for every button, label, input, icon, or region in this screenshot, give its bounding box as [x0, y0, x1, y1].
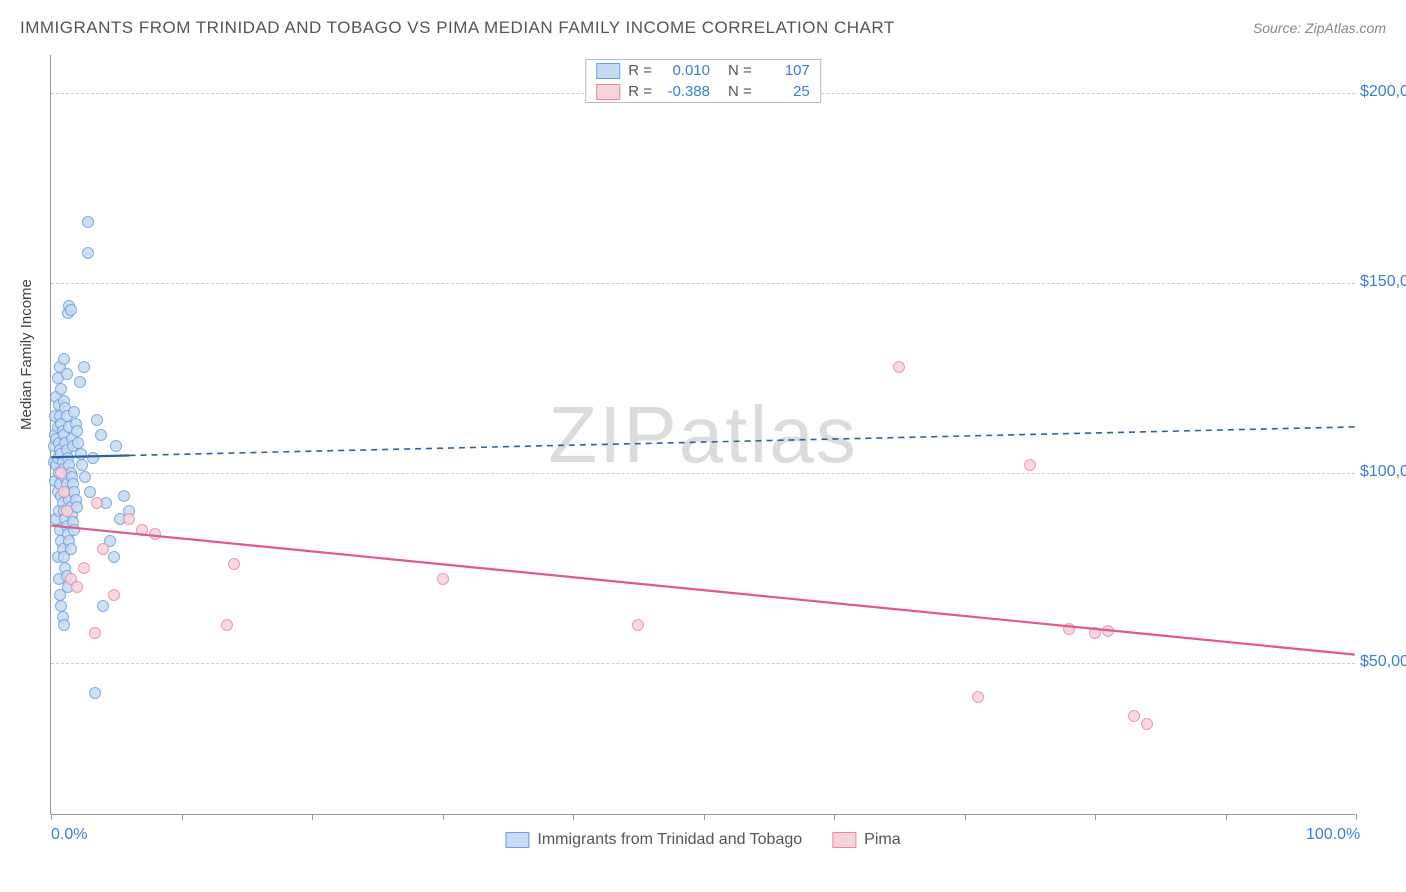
data-point [79, 471, 91, 483]
x-tick-mark [573, 814, 574, 820]
legend-row: R = 0.010 N = 107 [586, 60, 820, 81]
data-point [632, 619, 644, 631]
data-point [221, 619, 233, 631]
y-tick-label: $50,000 [1360, 653, 1406, 671]
correlation-legend: R = 0.010 N = 107 R = -0.388 N = 25 [585, 59, 821, 103]
r-label: R = [628, 62, 652, 79]
data-point [75, 448, 87, 460]
x-tick-mark [965, 814, 966, 820]
data-point [108, 551, 120, 563]
x-tick-mark [443, 814, 444, 820]
data-point [228, 558, 240, 570]
data-point [82, 216, 94, 228]
scatter-chart: ZIPatlas R =0.010N =107R =-0.388N =25 Im… [50, 55, 1355, 815]
data-point [68, 524, 80, 536]
data-point [61, 368, 73, 380]
legend-row: R = -0.388 N = 25 [586, 81, 820, 102]
data-point [58, 353, 70, 365]
data-point [95, 429, 107, 441]
n-value: 25 [760, 83, 810, 100]
data-point [1128, 710, 1140, 722]
n-label: N = [728, 83, 752, 100]
y-axis-label: Median Family Income [18, 279, 35, 430]
data-point [71, 581, 83, 593]
data-point [149, 528, 161, 540]
data-point [71, 425, 83, 437]
legend-swatch [505, 832, 529, 848]
x-tick-mark [704, 814, 705, 820]
y-tick-label: $100,000 [1360, 463, 1406, 481]
legend-item: Immigrants from Trinidad and Tobago [505, 831, 802, 849]
data-point [82, 247, 94, 259]
data-point [61, 505, 73, 517]
series-legend: Immigrants from Trinidad and Tobago Pima [505, 831, 900, 849]
data-point [65, 304, 77, 316]
data-point [89, 687, 101, 699]
trend-lines-layer [51, 55, 1355, 814]
data-point [136, 524, 148, 536]
data-point [118, 490, 130, 502]
data-point [97, 600, 109, 612]
y-tick-label: $200,000 [1360, 83, 1406, 101]
data-point [55, 383, 67, 395]
watermark: ZIPatlas [548, 389, 857, 481]
data-point [68, 406, 80, 418]
x-tick-mark [1356, 814, 1357, 820]
x-tick-label: 0.0% [51, 826, 87, 844]
x-tick-mark [1226, 814, 1227, 820]
chart-title: IMMIGRANTS FROM TRINIDAD AND TOBAGO VS P… [20, 18, 895, 38]
data-point [87, 452, 99, 464]
y-tick-label: $150,000 [1360, 273, 1406, 291]
data-point [1063, 623, 1075, 635]
data-point [71, 501, 83, 513]
data-point [1089, 627, 1101, 639]
data-point [97, 543, 109, 555]
data-point [76, 459, 88, 471]
data-point [78, 361, 90, 373]
n-value: 107 [760, 62, 810, 79]
n-label: N = [728, 62, 752, 79]
gridline [51, 283, 1355, 284]
data-point [893, 361, 905, 373]
data-point [1024, 459, 1036, 471]
x-tick-mark [834, 814, 835, 820]
data-point [123, 513, 135, 525]
x-tick-label: 100.0% [1306, 826, 1360, 844]
data-point [110, 440, 122, 452]
data-point [1141, 718, 1153, 730]
r-value: 0.010 [660, 62, 710, 79]
x-tick-mark [182, 814, 183, 820]
data-point [74, 376, 86, 388]
data-point [91, 497, 103, 509]
legend-item: Pima [832, 831, 900, 849]
legend-swatch [832, 832, 856, 848]
data-point [91, 414, 103, 426]
legend-label: Immigrants from Trinidad and Tobago [537, 831, 802, 849]
data-point [437, 573, 449, 585]
r-value: -0.388 [660, 83, 710, 100]
r-label: R = [628, 83, 652, 100]
x-tick-mark [312, 814, 313, 820]
data-point [55, 467, 67, 479]
legend-swatch [596, 84, 620, 100]
data-point [972, 691, 984, 703]
data-point [89, 627, 101, 639]
data-point [108, 589, 120, 601]
data-point [65, 543, 77, 555]
legend-label: Pima [864, 831, 900, 849]
x-tick-mark [1095, 814, 1096, 820]
data-point [84, 486, 96, 498]
source-label: Source: ZipAtlas.com [1253, 20, 1386, 36]
gridline [51, 473, 1355, 474]
legend-swatch [596, 63, 620, 79]
data-point [72, 437, 84, 449]
data-point [1102, 625, 1114, 637]
x-tick-mark [51, 814, 52, 820]
data-point [58, 619, 70, 631]
gridline [51, 663, 1355, 664]
data-point [78, 562, 90, 574]
data-point [58, 486, 70, 498]
data-point [55, 600, 67, 612]
